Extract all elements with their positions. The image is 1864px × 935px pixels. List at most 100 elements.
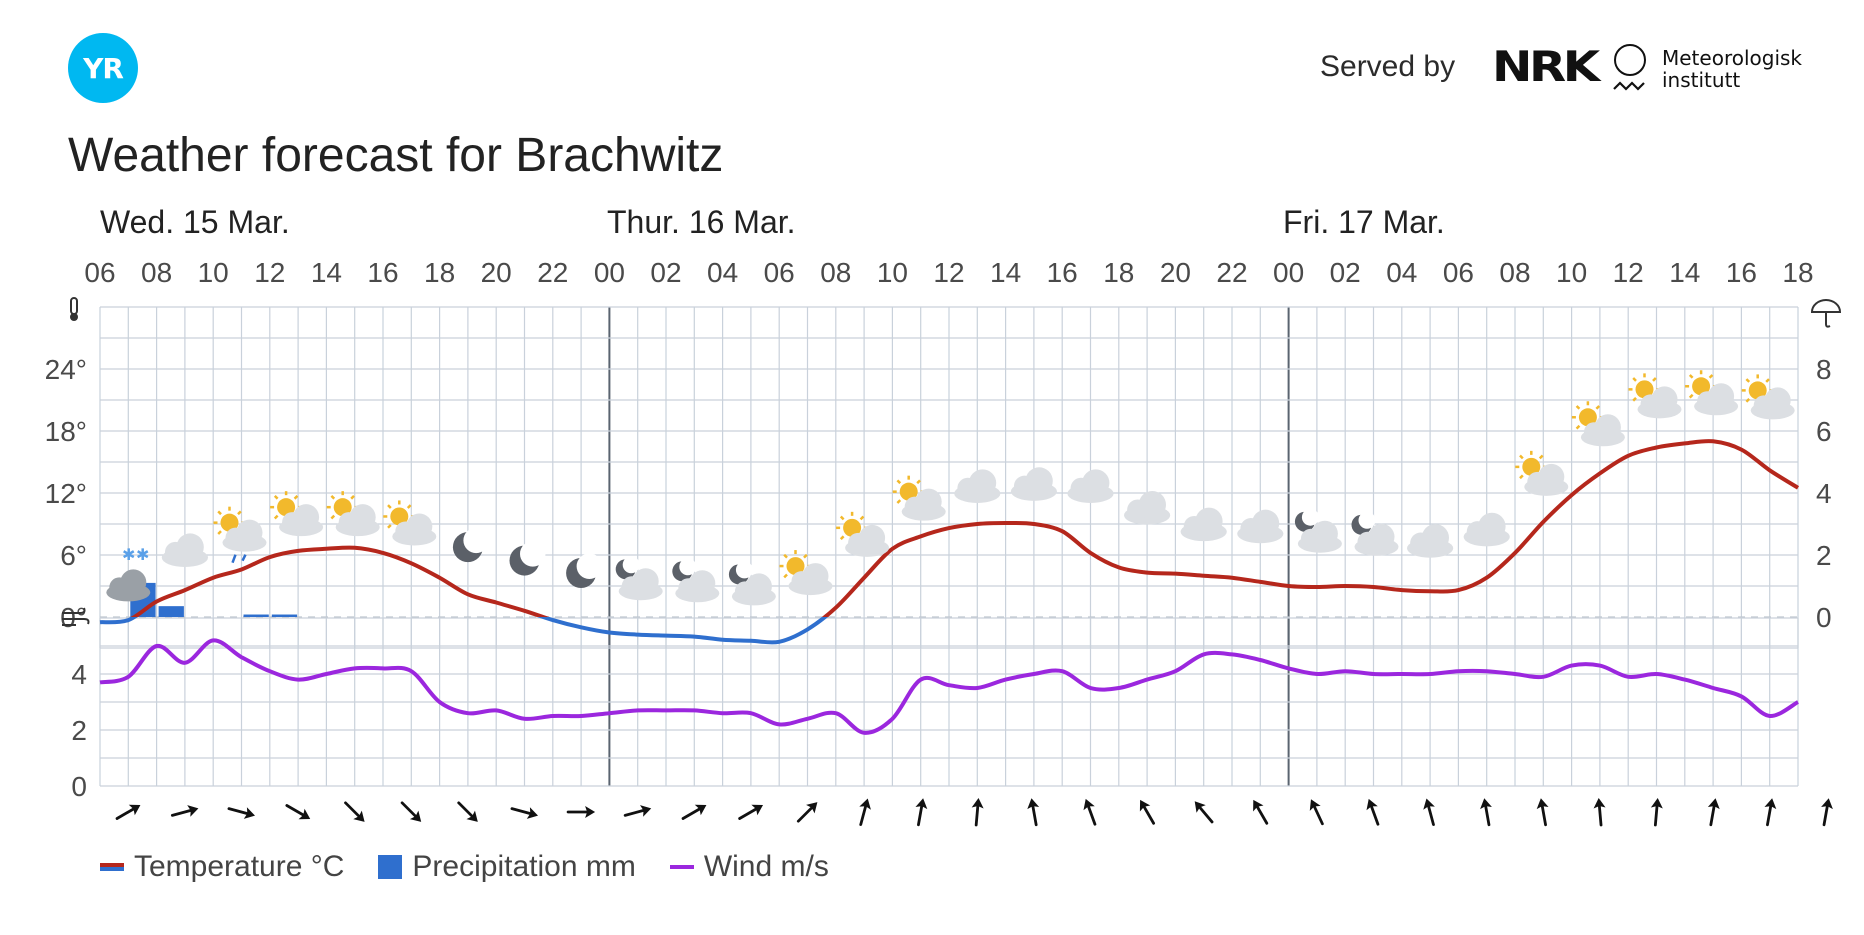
wind-arrow-icon — [1194, 801, 1214, 824]
wind-arrow-icon — [170, 805, 199, 817]
wind-arrow-icon — [285, 804, 311, 820]
wind-arrow-icon — [227, 807, 256, 819]
temperature-tick-label: 6° — [60, 540, 87, 571]
wind-arrow-icon — [1480, 798, 1492, 827]
wave-icon — [1613, 81, 1645, 91]
partly-cloudy-night-icon — [615, 556, 663, 601]
partly-cloudy-night-icon — [1351, 511, 1399, 556]
wind-direction-arrows — [115, 798, 1833, 827]
day-label: Fri. 17 Mar. — [1283, 204, 1445, 240]
hour-tick-label: 20 — [1160, 257, 1191, 288]
hour-tick-label: 16 — [367, 257, 398, 288]
hour-tick-label: 04 — [1386, 257, 1417, 288]
wind-arrow-icon — [1309, 799, 1324, 826]
temperature-swatch — [100, 863, 124, 871]
wind-tick-label: 4 — [71, 659, 87, 690]
hour-tick-label: 06 — [764, 257, 795, 288]
wind-arrow-icon — [115, 804, 141, 820]
hour-tick-label: 10 — [198, 257, 229, 288]
temperature-tick-label: 0° — [60, 602, 87, 633]
wind-line — [99, 638, 1800, 735]
hour-tick-label: 14 — [1669, 257, 1700, 288]
temperature-line-positive — [130, 439, 1800, 617]
precipitation-bar — [271, 614, 298, 617]
cloudy-icon — [1463, 512, 1510, 547]
hour-tick-labels: 06 08 10 12 14 16 18 20 22 00 02 04 06 08 10 12 14 16 18 20… — [84, 257, 1813, 288]
wind-arrow-icon — [1707, 798, 1720, 827]
precipitation-tick-label: 2 — [1816, 540, 1832, 571]
wind-arrow-icon — [1139, 799, 1155, 825]
hour-tick-label: 00 — [594, 257, 625, 288]
cloudy-icon — [1067, 469, 1114, 503]
y-axis-tick-labels: 0° 6° 12° 18° 24° 0 2 4 6 8 0 2 4 — [45, 354, 1832, 802]
yr-logo-text: YR — [83, 52, 124, 85]
hour-tick-label: 14 — [311, 257, 342, 288]
legend: Temperature °C Precipitation mm Wind m/s — [100, 850, 863, 884]
moon-icon — [566, 553, 603, 588]
hour-tick-label: 12 — [933, 257, 964, 288]
wind-arrow-icon — [1536, 798, 1549, 827]
cloudy-icon — [1124, 491, 1171, 525]
hour-tick-label: 10 — [877, 257, 908, 288]
wind-arrow-icon — [1821, 798, 1833, 827]
wind-arrow-icon — [1253, 799, 1269, 825]
partly-cloudy-day-icon — [1685, 370, 1739, 416]
wind-arrow-icon — [971, 798, 984, 827]
cloudy-snow-icon — [106, 569, 151, 602]
met-name-line1: Meteorologisk — [1662, 46, 1803, 70]
hour-tick-label: 16 — [1726, 257, 1757, 288]
day-label: Thur. 16 Mar. — [607, 204, 796, 240]
hour-tick-label: 22 — [1216, 257, 1247, 288]
hour-tick-label: 18 — [424, 257, 455, 288]
met-name-line2: institutt — [1662, 68, 1741, 92]
partly-cloudy-day-icon — [836, 511, 890, 557]
wind-arrow-icon — [796, 802, 818, 823]
hour-tick-label: 08 — [141, 257, 172, 288]
partly-cloudy-day-icon — [383, 500, 437, 546]
wind-arrow-icon — [1423, 798, 1435, 826]
wind-tick-label: 0 — [71, 771, 87, 802]
hour-tick-label: 00 — [1273, 257, 1304, 288]
wind-arrow-icon — [681, 804, 707, 820]
partly-cloudy-day-icon — [1515, 450, 1569, 496]
temperature-tick-label: 24° — [45, 354, 87, 385]
precipitation-bar — [158, 606, 184, 617]
wind-arrow-icon — [915, 798, 928, 827]
partly-cloudy-night-icon — [1294, 508, 1342, 553]
axis-icons — [62, 297, 1842, 626]
partly-cloudy-day-icon — [1571, 401, 1625, 447]
hour-tick-label: 10 — [1556, 257, 1587, 288]
hour-tick-label: 12 — [254, 257, 285, 288]
thermometer-icon — [70, 297, 78, 321]
yr-logo[interactable]: YR — [68, 33, 138, 103]
wind-arrow-icon — [1593, 798, 1606, 827]
precipitation-swatch — [378, 855, 403, 879]
partly-cloudy-day-icon — [1628, 373, 1682, 419]
wind-tick-label: 2 — [71, 715, 87, 746]
hour-tick-label: 04 — [707, 257, 738, 288]
hour-tick-label: 06 — [1443, 257, 1474, 288]
hour-tick-label: 18 — [1782, 257, 1813, 288]
wind-swatch — [669, 865, 694, 869]
wind-arrow-icon — [1083, 798, 1097, 826]
partly-cloudy-night-icon — [672, 558, 720, 603]
legend-precipitation-label: Precipitation mm — [412, 850, 636, 883]
hour-tick-label: 02 — [1330, 257, 1361, 288]
wind-arrow-icon — [623, 805, 652, 817]
umbrella-icon — [1810, 299, 1842, 328]
hour-tick-label: 02 — [650, 257, 681, 288]
hour-tick-label: 18 — [1103, 257, 1134, 288]
hour-tick-label: 12 — [1613, 257, 1644, 288]
legend-wind: Wind m/s — [669, 850, 829, 884]
cloudy-icon — [161, 533, 208, 568]
temperature-tick-label: 18° — [45, 416, 87, 447]
precipitation-bar — [243, 614, 269, 617]
nrk-logo[interactable]: NRK — [1492, 42, 1600, 91]
wind-arrow-icon — [1650, 798, 1663, 827]
precipitation-tick-label: 4 — [1816, 478, 1832, 509]
wind-arrow-icon — [344, 801, 365, 822]
wind-arrow-icon — [1764, 798, 1777, 827]
met-logo-icon[interactable] — [1614, 44, 1646, 76]
day-labels: Wed. 15 Mar. Thur. 16 Mar. Fri. 17 Mar. — [100, 204, 1445, 240]
